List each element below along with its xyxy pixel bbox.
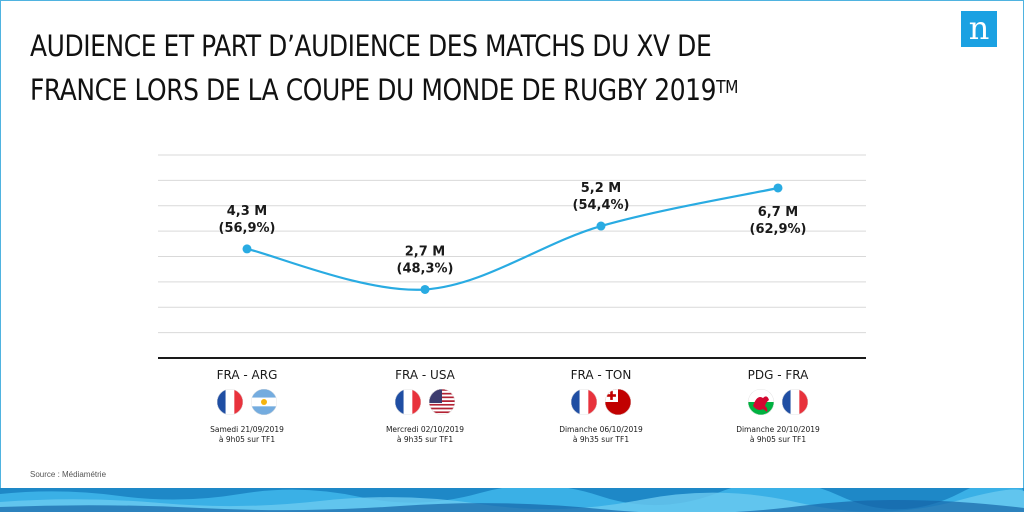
line-chart: 4,3 M (56,9%) 2,7 M (48,3%) 5,2 M (54,4%) 6,7 …: [158, 154, 866, 444]
data-label-value: 4,3 M: [227, 204, 268, 219]
match-time: à 9h35 sur TF1: [397, 435, 453, 444]
data-label-value: 5,2 M: [581, 181, 622, 196]
argentina-flag: [251, 389, 277, 415]
data-point: [242, 244, 252, 254]
category-label: PDG - FRA: [748, 368, 809, 382]
data-label-value: 2,7 M: [405, 244, 446, 259]
data-label-share: (62,9%): [750, 222, 807, 237]
data-point: [773, 183, 783, 193]
data-point: [420, 284, 430, 294]
category-label: FRA - TON: [571, 368, 632, 382]
match-date: Dimanche 06/10/2019: [559, 425, 643, 434]
data-label-value: 6,7 M: [758, 205, 799, 220]
series-line: [246, 186, 779, 291]
data-label-share: (56,9%): [219, 221, 276, 236]
france-flag: [571, 389, 597, 415]
match-time: à 9h35 sur TF1: [573, 435, 629, 444]
match-date: Mercredi 02/10/2019: [386, 425, 464, 434]
data-label-share: (48,3%): [397, 261, 454, 276]
france-flag: [782, 389, 808, 415]
data-label-share: (54,4%): [573, 198, 630, 213]
france-flag: [395, 389, 421, 415]
france-flag: [217, 389, 243, 415]
tonga-flag: [605, 389, 631, 415]
chart-title: AUDIENCE ET PART D’AUDIENCE DES MATCHS D…: [30, 29, 739, 107]
category-label: FRA - USA: [395, 368, 456, 382]
match-time: à 9h05 sur TF1: [219, 435, 275, 444]
match-time: à 9h05 sur TF1: [750, 435, 806, 444]
match-date: Samedi 21/09/2019: [210, 425, 284, 434]
data-point: [596, 221, 606, 231]
category-label: FRA - ARG: [217, 368, 278, 382]
wales-flag: [748, 389, 774, 415]
match-date: Dimanche 20/10/2019: [736, 425, 820, 434]
usa-flag: [429, 389, 455, 415]
decorative-wave-band: [0, 488, 1024, 512]
nielsen-logo: n: [961, 11, 997, 47]
source-note: Source : Médiamétrie: [30, 470, 107, 479]
